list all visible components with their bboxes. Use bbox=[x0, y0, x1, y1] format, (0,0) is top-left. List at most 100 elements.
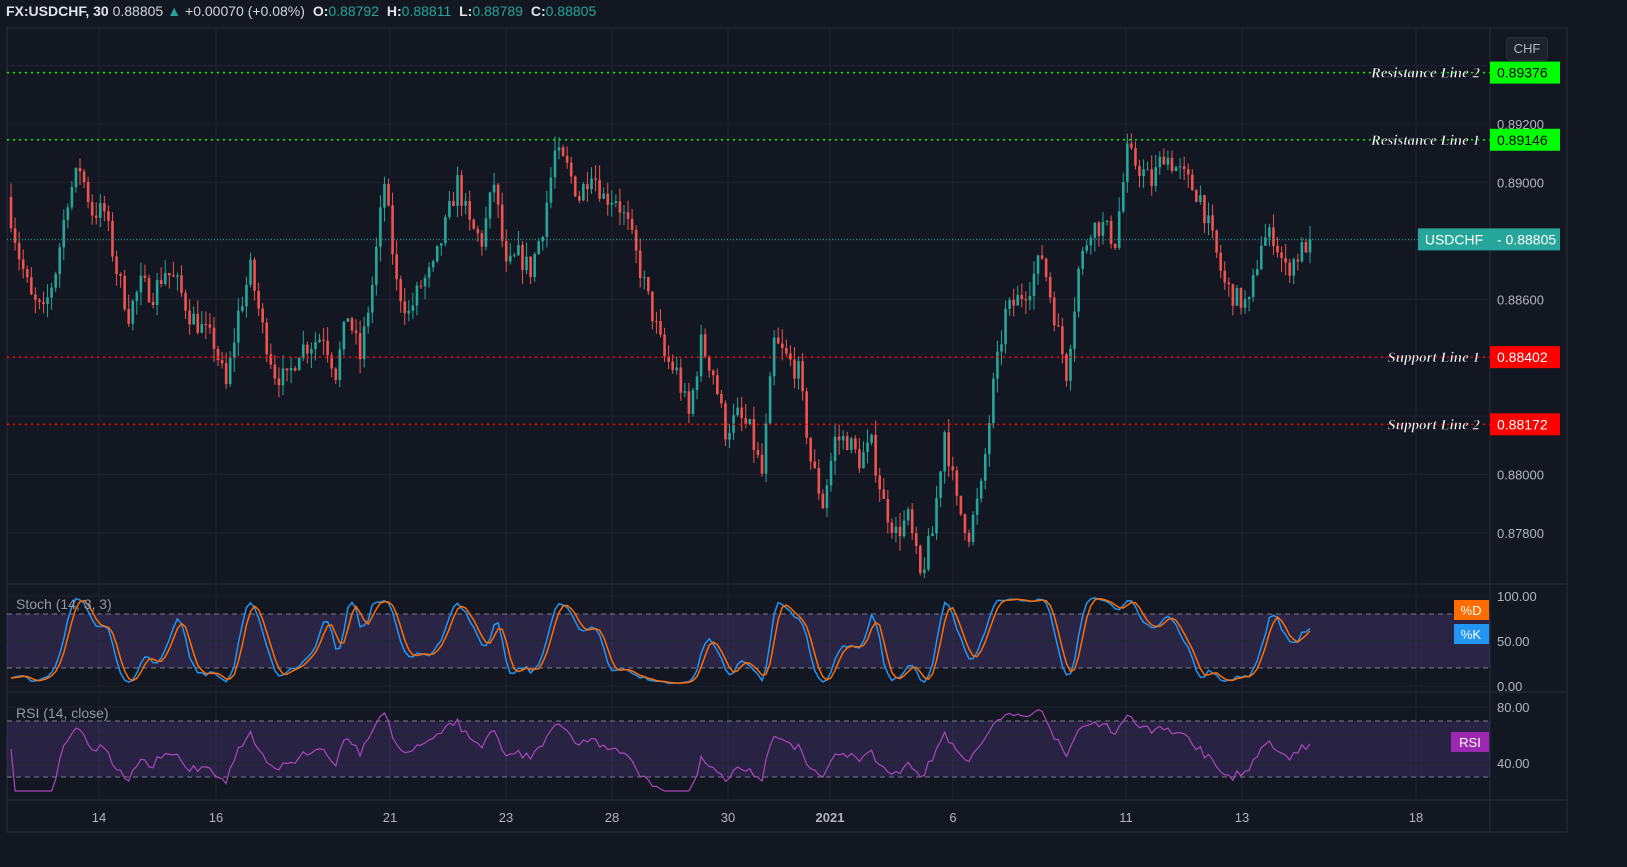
candle-body bbox=[192, 313, 195, 325]
candle-body bbox=[1000, 344, 1003, 352]
candle-body bbox=[131, 301, 135, 324]
time-axis-label: 21 bbox=[383, 810, 397, 825]
candle-body bbox=[46, 297, 49, 305]
candle-body bbox=[711, 370, 715, 376]
candle-body bbox=[484, 218, 488, 247]
candle-body bbox=[659, 321, 662, 335]
candle-body bbox=[330, 355, 333, 369]
candle-body bbox=[1215, 230, 1218, 253]
symbol-tag bbox=[1418, 228, 1490, 251]
candle-body bbox=[1057, 325, 1060, 327]
candle-body bbox=[914, 533, 918, 547]
candle-body bbox=[606, 193, 610, 205]
open-value: 0.88792 bbox=[328, 3, 379, 19]
candle-body bbox=[1166, 157, 1170, 165]
candle-body bbox=[107, 211, 110, 221]
candle-body bbox=[395, 254, 398, 280]
resistance-line-label: Resistance Line 2 bbox=[1370, 66, 1481, 82]
stoch-legend[interactable]: Stoch (14, 3, 3) bbox=[16, 596, 112, 612]
candle-body bbox=[58, 247, 62, 274]
candle-body bbox=[890, 522, 894, 533]
candle-body bbox=[1069, 348, 1072, 381]
candle-body bbox=[265, 322, 269, 355]
rsi-tag-label: RSI bbox=[1459, 735, 1481, 750]
support-price-tag bbox=[1490, 346, 1560, 369]
candle-body bbox=[1142, 169, 1145, 177]
candle-body bbox=[1207, 215, 1210, 224]
candle-body bbox=[301, 344, 305, 359]
rsi-legend[interactable]: RSI (14, close) bbox=[16, 705, 109, 721]
candle-body bbox=[578, 196, 581, 201]
support-line-label: Support Line 1 bbox=[1387, 350, 1480, 366]
symbol-name[interactable]: FX:USDCHF, 30 bbox=[6, 3, 109, 19]
price-change: +0.00070 (+0.08%) bbox=[185, 3, 305, 19]
currency-button[interactable]: CHF bbox=[1506, 37, 1548, 61]
candle-body bbox=[34, 294, 37, 300]
candle-body bbox=[1089, 237, 1093, 246]
candle-body bbox=[1061, 326, 1064, 355]
candle-body bbox=[74, 168, 78, 188]
candle-body bbox=[1300, 242, 1304, 262]
candle-body bbox=[1048, 276, 1052, 298]
candle-body bbox=[297, 358, 301, 371]
candle-body bbox=[1304, 242, 1308, 253]
candle-body bbox=[748, 419, 752, 425]
candle-body bbox=[200, 324, 204, 333]
candle-body bbox=[78, 168, 82, 172]
candle-body bbox=[509, 255, 512, 262]
candle-body bbox=[671, 361, 674, 371]
stoch-axis-label: 100.00 bbox=[1497, 589, 1537, 604]
candle-body bbox=[955, 470, 959, 496]
candle-body bbox=[237, 310, 240, 343]
candle-body bbox=[82, 171, 86, 183]
candle-body bbox=[614, 201, 618, 203]
candle-body bbox=[902, 520, 906, 537]
candle-body bbox=[594, 178, 597, 180]
candle-body bbox=[894, 526, 898, 533]
candle-body bbox=[90, 202, 94, 216]
candle-body bbox=[310, 349, 313, 354]
candle-body bbox=[561, 147, 565, 156]
candle-body bbox=[42, 301, 45, 305]
candle-body bbox=[1117, 211, 1121, 248]
candle-body bbox=[533, 254, 536, 278]
candle-body bbox=[1243, 299, 1247, 308]
resistance-price-tag bbox=[1490, 61, 1560, 84]
candle-body bbox=[565, 155, 569, 163]
support-line-label: Support Line 2 bbox=[1387, 417, 1480, 433]
candle-body bbox=[139, 275, 143, 293]
candle-body bbox=[1085, 245, 1089, 251]
candle-body bbox=[66, 207, 70, 221]
candle-body bbox=[1105, 220, 1109, 222]
candle-body bbox=[1101, 221, 1105, 236]
rsi-tag bbox=[1451, 732, 1489, 752]
candle-body bbox=[841, 436, 845, 441]
rsi-axis-label: 80.00 bbox=[1497, 700, 1530, 715]
time-axis-label: 18 bbox=[1409, 810, 1423, 825]
candle-body bbox=[586, 184, 589, 190]
candle-body bbox=[821, 493, 825, 509]
candle-body bbox=[707, 356, 711, 371]
candle-body bbox=[1024, 299, 1028, 301]
candle-body bbox=[456, 175, 459, 206]
candle-body bbox=[663, 334, 666, 357]
candle-body bbox=[882, 489, 886, 499]
candle-body bbox=[1130, 143, 1133, 148]
candle-body bbox=[1097, 222, 1101, 236]
candle-body bbox=[837, 436, 841, 441]
candle-body bbox=[338, 349, 342, 381]
candle-body bbox=[1012, 299, 1015, 306]
candle-body bbox=[354, 330, 358, 334]
candle-body bbox=[529, 256, 532, 278]
candle-body bbox=[736, 407, 739, 416]
rsi-band bbox=[7, 721, 1490, 777]
stoch-axis-label: 50.00 bbox=[1497, 634, 1530, 649]
candle-body bbox=[273, 364, 277, 379]
candle-body bbox=[172, 275, 175, 277]
stoch-axis-label: 0.00 bbox=[1497, 679, 1522, 694]
candle-body bbox=[399, 279, 402, 302]
candle-body bbox=[314, 341, 317, 350]
support-price-tag-value: 0.88172 bbox=[1497, 416, 1548, 432]
candle-body bbox=[825, 485, 829, 509]
